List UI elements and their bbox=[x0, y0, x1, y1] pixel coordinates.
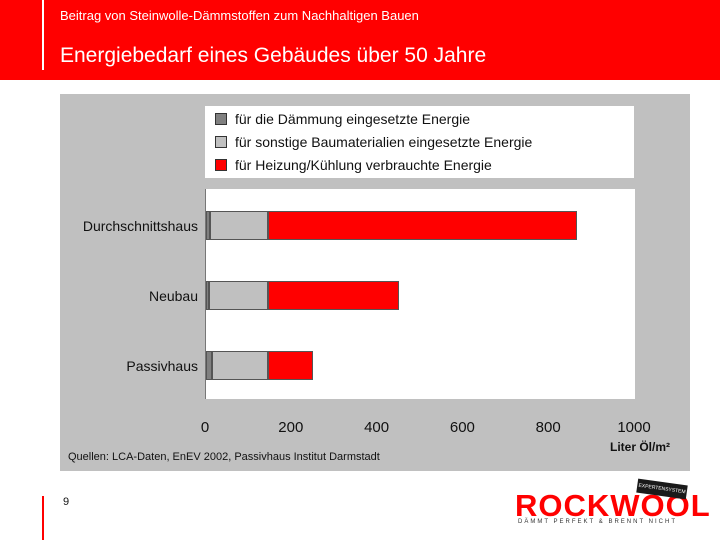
legend-swatch-sonstige bbox=[215, 136, 227, 148]
footer-divider bbox=[42, 496, 44, 540]
legend-swatch-daemmung bbox=[215, 113, 227, 125]
y-tick-label: Passivhaus bbox=[126, 358, 198, 374]
bar-sonstige-neubau bbox=[209, 281, 269, 310]
bar-heizung-passivhaus bbox=[268, 351, 314, 380]
header-divider bbox=[42, 0, 44, 70]
legend-label-daemmung: für die Dämmung eingesetzte Energie bbox=[235, 111, 471, 127]
x-tick-label: 0 bbox=[200, 419, 210, 436]
x-tick-label: 600 bbox=[449, 419, 475, 436]
bar-sonstige-durchschnittshaus bbox=[210, 211, 269, 240]
bar-heizung-neubau bbox=[268, 281, 400, 310]
chart-legend: für die Dämmung eingesetzte Energie für … bbox=[205, 106, 634, 178]
legend-swatch-heizung bbox=[215, 159, 227, 171]
page-number: 9 bbox=[63, 496, 70, 508]
y-tick-label: Neubau bbox=[148, 288, 198, 304]
x-tick-label: 1000 bbox=[617, 419, 651, 436]
slide-title: Energiebedarf eines Gebäudes über 50 Jah… bbox=[60, 44, 487, 67]
legend-label-sonstige: für sonstige Baumaterialien eingesetzte … bbox=[235, 134, 533, 150]
x-tick-label: 200 bbox=[278, 419, 304, 436]
y-tick-label: Durchschnittshaus bbox=[82, 218, 198, 234]
bar-daemmung-durchschnittshaus bbox=[206, 211, 211, 240]
legend-item-daemmung: für die Dämmung eingesetzte Energie bbox=[215, 109, 470, 129]
x-tick-label: 400 bbox=[364, 419, 390, 436]
bar-daemmung-passivhaus bbox=[206, 351, 213, 380]
bar-heizung-durchschnittshaus bbox=[268, 211, 578, 240]
legend-label-heizung: für Heizung/Kühlung verbrauchte Energie bbox=[235, 157, 492, 173]
rockwool-logo: ROCKWOOL DÄMMT PERFEKT & BRENNT NICHT EX… bbox=[515, 478, 710, 530]
legend-item-heizung: für Heizung/Kühlung verbrauchte Energie bbox=[215, 155, 492, 175]
bar-daemmung-neubau bbox=[206, 281, 210, 310]
plot-area bbox=[205, 189, 635, 399]
source-note: Quellen: LCA-Daten, EnEV 2002, Passivhau… bbox=[68, 451, 380, 463]
presentation-subtitle: Beitrag von Steinwolle-Dämmstoffen zum N… bbox=[60, 8, 419, 23]
x-axis-label: Liter Öl/m² bbox=[610, 440, 671, 454]
x-tick-label: 800 bbox=[535, 419, 561, 436]
logo-tagline: DÄMMT PERFEKT & BRENNT NICHT bbox=[518, 519, 678, 525]
header-bar: Beitrag von Steinwolle-Dämmstoffen zum N… bbox=[0, 0, 720, 80]
legend-item-sonstige: für sonstige Baumaterialien eingesetzte … bbox=[215, 132, 532, 152]
bar-sonstige-passivhaus bbox=[212, 351, 269, 380]
